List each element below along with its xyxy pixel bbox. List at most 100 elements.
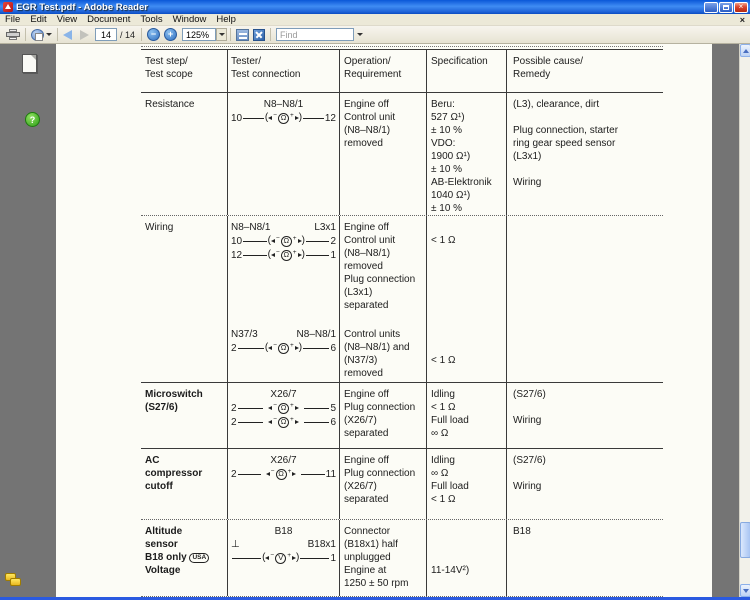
- zoom-dropdown-button[interactable]: [216, 28, 228, 41]
- text-line: Engine at: [344, 565, 387, 576]
- table-cell: B18 ⊥ B18x1 (− V +) 1: [228, 520, 340, 596]
- toolbar-separator: [141, 28, 143, 41]
- dropdown-arrow-icon: [356, 33, 363, 36]
- text-line: separated: [344, 428, 389, 439]
- connector-close: ): [301, 249, 305, 260]
- adobe-reader-icon: [3, 2, 13, 12]
- scrollbar-thumb[interactable]: [740, 522, 750, 558]
- plus-mark: +: [290, 415, 294, 423]
- connector-label: L3x1: [314, 222, 336, 233]
- table-cell: Operation/Requirement: [340, 50, 427, 92]
- text-line: ± 10 %: [431, 125, 463, 136]
- table-cell: Possible cause/Remedy: [507, 50, 663, 92]
- zoom-out-button[interactable]: −: [145, 27, 162, 43]
- text-line: 1250 ± 50 rpm: [344, 578, 409, 589]
- close-button[interactable]: ×: [734, 1, 748, 13]
- text-line: unplugged: [344, 552, 391, 563]
- text-line: < 1 Ω: [431, 402, 456, 413]
- text-line: (B18x1) half: [344, 539, 398, 550]
- text-line: Tester/: [231, 56, 262, 67]
- zoom-in-button[interactable]: +: [162, 27, 179, 43]
- ohmmeter-icon: Ω: [280, 249, 292, 261]
- text-line: Control units: [344, 329, 401, 340]
- ohmmeter-icon: Ω: [278, 416, 289, 428]
- minus-mark: −: [273, 401, 277, 409]
- menu-tools[interactable]: Tools: [140, 13, 163, 25]
- scroll-up-icon: [742, 48, 749, 53]
- find-input[interactable]: Find: [276, 28, 355, 41]
- fit-page-button[interactable]: [251, 27, 267, 43]
- connector-label: N37/3: [231, 329, 258, 340]
- scroll-up-button[interactable]: [740, 44, 750, 57]
- operation-sub-block: Engine off Plug connection (X26/7) separate…: [344, 383, 422, 448]
- table-cell: N8–N8/1 L3x1 10(− Ω +) 2 12(− Ω +) 1 N37/3 N8–N8/1 2…: [228, 216, 340, 382]
- arrow-left-icon: [268, 420, 273, 424]
- dropdown-arrow-icon: [218, 33, 225, 36]
- table-cell: B18: [507, 520, 663, 596]
- text-line: [513, 111, 659, 124]
- email-export-button[interactable]: [29, 27, 54, 43]
- comments-panel-icon[interactable]: [5, 572, 23, 588]
- connector-open: (: [262, 552, 266, 563]
- pin-label: 11: [325, 468, 337, 480]
- usa-badge: USA: [189, 553, 210, 563]
- tester-sub-block: X26/7 2 − Ω +5 2 − Ω +6: [231, 383, 336, 448]
- table-row: Resistance N8–N8/1 10 (− Ω +) 12 Engine off Cont…: [141, 92, 663, 215]
- meter-schematic-icon: 10 (− Ω +) 12: [231, 111, 336, 125]
- minus-mark: −: [270, 551, 275, 559]
- arrow-left-icon: [268, 346, 273, 350]
- text-line: (L3x1): [513, 151, 542, 162]
- find-dropdown-button[interactable]: [354, 28, 365, 41]
- menu-view[interactable]: View: [56, 13, 78, 25]
- minimize-button[interactable]: _: [704, 1, 718, 14]
- menu-file[interactable]: File: [5, 13, 21, 25]
- menu-edit[interactable]: Edit: [30, 13, 47, 25]
- vertical-scrollbar[interactable]: [739, 44, 750, 597]
- text-line: Connector: [344, 526, 391, 537]
- table-cell: Connector (B18x1) half unplugged Engine at 1…: [340, 520, 427, 596]
- menu-help[interactable]: Help: [216, 13, 236, 25]
- scroll-down-button[interactable]: [740, 584, 750, 597]
- text-line: Wiring: [513, 177, 542, 188]
- text-line: Control unit: [344, 112, 396, 123]
- arrow-left-icon: [270, 239, 275, 243]
- previous-view-button[interactable]: [61, 27, 74, 43]
- minimize-icon: _: [708, 4, 714, 14]
- minus-mark: −: [270, 467, 275, 475]
- help-icon[interactable]: ?: [25, 112, 40, 127]
- text-line: Engine off: [344, 389, 389, 400]
- pdf-page: Test step/Test scope Tester/Test connecti…: [56, 44, 712, 597]
- pages-panel-icon[interactable]: [22, 54, 37, 73]
- arrow-right-icon: [294, 116, 299, 120]
- zoom-level-input[interactable]: 125%: [182, 28, 217, 41]
- table-row: Wiring N8–N8/1 L3x1 10(− Ω +) 2 12(− Ω +) 1 N37/3 N8…: [141, 215, 663, 382]
- wire-segment: [237, 347, 264, 349]
- plus-mark: +: [290, 111, 294, 119]
- restore-button[interactable]: [719, 1, 733, 13]
- text-line: (N8–N8/1): [344, 248, 391, 259]
- text-line: < 1 Ω: [431, 235, 456, 246]
- next-view-button[interactable]: [74, 27, 91, 43]
- page-layout-button[interactable]: [234, 27, 251, 43]
- wire-segment: [237, 473, 261, 475]
- arrow-left-icon: [265, 472, 270, 476]
- table-cell: Idling < 1 Ω Full load ∞ Ω: [427, 383, 507, 448]
- pin-label: 6: [330, 342, 336, 354]
- restore-icon: [723, 4, 729, 10]
- print-button[interactable]: [4, 27, 22, 43]
- document-close-button[interactable]: ×: [735, 15, 750, 25]
- text-line: (S27/6): [513, 455, 546, 466]
- text-line: B18: [513, 526, 531, 537]
- table-cell: Test step/Test scope: [141, 50, 228, 92]
- menu-window[interactable]: Window: [172, 13, 207, 25]
- pin-label: 1: [330, 552, 336, 564]
- tester-sub-block: N37/3 N8–N8/1 2 (− Ω +) 6: [231, 323, 336, 382]
- table-cell: N8–N8/1 10 (− Ω +) 12: [228, 93, 340, 215]
- menu-document[interactable]: Document: [87, 13, 131, 25]
- text-line: Plug connection: [344, 274, 416, 285]
- spec-sub-block: < 1 Ω: [431, 216, 502, 323]
- page-number-input[interactable]: 14: [95, 28, 117, 41]
- meter-schematic-icon: 2 (− Ω +) 6: [231, 341, 336, 355]
- connector-label: ⊥: [231, 539, 240, 550]
- connector-label: B18: [274, 526, 293, 537]
